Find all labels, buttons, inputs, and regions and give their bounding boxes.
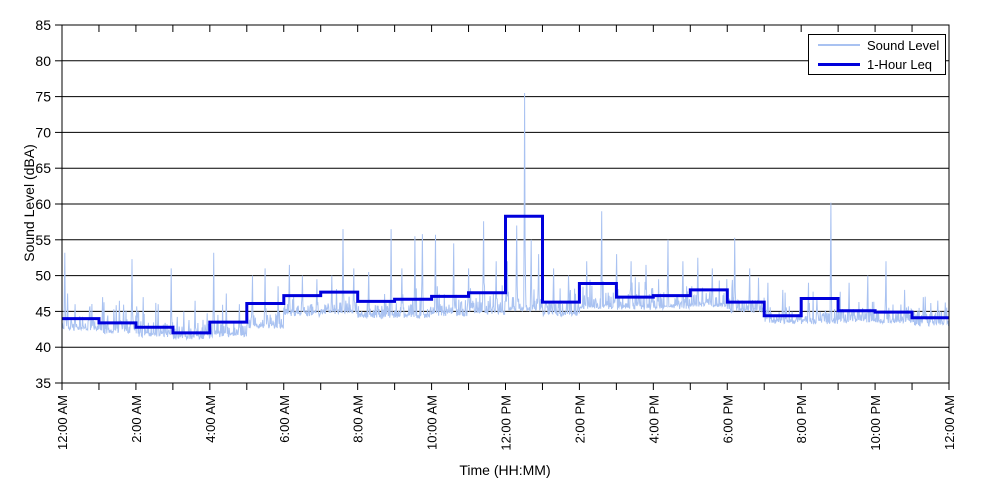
- x-tick-label: 12:00 AM: [55, 395, 70, 450]
- x-tick-label: 10:00 PM: [868, 395, 883, 451]
- x-tick-label: 12:00 AM: [942, 395, 957, 450]
- x-axis-title: Time (HH:MM): [459, 462, 551, 478]
- x-tick-label: 10:00 AM: [425, 395, 440, 450]
- y-tick-label: 70: [35, 124, 51, 140]
- y-tick-label: 60: [35, 196, 51, 212]
- leq-series: [62, 214, 949, 335]
- x-tick-label: 6:00 AM: [277, 395, 292, 443]
- legend-label-sound-level: Sound Level: [867, 37, 940, 53]
- leq-line-swatch: [818, 62, 860, 66]
- y-axis-title: Sound Level (dBA): [21, 144, 37, 262]
- y-tick-label: 65: [35, 160, 51, 176]
- y-tick-label: 75: [35, 89, 51, 105]
- y-tick-label: 80: [35, 53, 51, 69]
- x-tick-label: 8:00 AM: [351, 395, 366, 443]
- y-tick-label: 45: [35, 303, 51, 319]
- y-tick-label: 50: [35, 268, 51, 284]
- sound-level-line-swatch: [818, 44, 860, 46]
- x-tick-label: 8:00 PM: [794, 395, 809, 443]
- legend-item-sound-level: Sound Level: [818, 36, 945, 55]
- x-tick-label: 2:00 AM: [129, 395, 144, 443]
- legend-label-leq: 1-Hour Leq: [867, 56, 933, 72]
- x-tick-label: 4:00 AM: [203, 395, 218, 443]
- y-tick-label: 85: [35, 17, 51, 33]
- legend: Sound Level 1-Hour Leq: [808, 34, 946, 75]
- x-tick-label: 4:00 PM: [646, 395, 661, 443]
- plot-border: [61, 24, 950, 384]
- y-tick-label: 55: [35, 232, 51, 248]
- legend-item-leq: 1-Hour Leq: [818, 55, 945, 74]
- y-tick-label: 40: [35, 339, 51, 355]
- x-tick-label: 2:00 PM: [572, 395, 587, 443]
- x-tick-label: 12:00 PM: [499, 395, 514, 451]
- x-tick-label: 6:00 PM: [720, 395, 735, 443]
- y-tick-label: 35: [35, 375, 51, 391]
